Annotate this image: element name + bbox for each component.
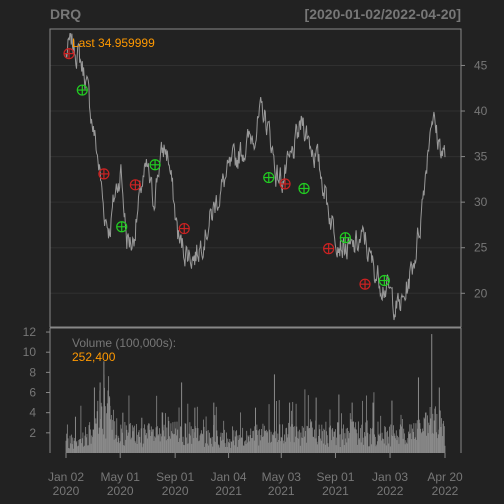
date-tick-label: Jan 03: [372, 470, 408, 484]
chart-date-range: [2020-01-02/2022-04-20]: [305, 6, 461, 22]
price-tick-label: 45: [474, 58, 488, 72]
date-tick-label: May 01: [101, 470, 141, 484]
date-tick-year: 2020: [53, 484, 80, 498]
date-tick-year: 2020: [107, 484, 134, 498]
price-panel: [65, 33, 446, 321]
date-tick-label: Jan 02: [48, 470, 84, 484]
volume-tick-label: 8: [29, 365, 36, 379]
volume-tick-label: 2: [29, 426, 36, 440]
date-tick-year: 2021: [322, 484, 349, 498]
price-tick-label: 40: [474, 104, 488, 118]
last-price-label: Last 34.959999: [72, 36, 155, 50]
price-tick-label: 30: [474, 195, 488, 209]
volume-tick-label: 10: [23, 345, 37, 359]
price-series-line: [65, 33, 446, 321]
date-tick-year: 2021: [268, 484, 295, 498]
date-tick-year: 2022: [377, 484, 404, 498]
signal-marker: [378, 274, 390, 287]
signal-marker: [129, 179, 141, 191]
grid-lines: [50, 64, 461, 294]
signal-marker: [63, 48, 75, 60]
volume-tick-label: 4: [29, 406, 36, 420]
signal-marker: [339, 232, 351, 244]
date-tick-label: May 03: [262, 470, 302, 484]
volume-tick-label: 6: [29, 386, 36, 400]
price-panel-frame: [49, 28, 462, 328]
signal-marker: [323, 243, 335, 255]
date-tick-label: Sep 01: [316, 470, 354, 484]
signal-marker: [263, 171, 275, 184]
price-tick-label: 20: [474, 286, 488, 300]
price-tick-label: 25: [474, 241, 488, 255]
signal-marker: [279, 178, 291, 190]
chart-symbol-title: DRQ: [50, 6, 81, 22]
date-tick-year: 2021: [215, 484, 242, 498]
signal-marker: [98, 168, 110, 180]
signal-marker: [116, 221, 128, 233]
volume-value: 252,400: [72, 350, 116, 364]
signal-marker: [359, 278, 371, 290]
volume-panel: [65, 334, 446, 453]
date-tick-year: 2020: [162, 484, 189, 498]
date-tick-label: Apr 20: [427, 470, 463, 484]
date-tick-label: Jan 04: [211, 470, 247, 484]
signal-marker: [149, 159, 161, 171]
date-tick-year: 2022: [432, 484, 459, 498]
volume-label: Volume (100,000s):: [72, 336, 176, 350]
signal-marker: [178, 222, 190, 235]
date-tick-label: Sep 01: [156, 470, 194, 484]
volume-tick-label: 12: [23, 325, 37, 339]
signal-marker: [298, 182, 310, 195]
signal-marker: [76, 84, 88, 96]
price-tick-label: 35: [474, 150, 488, 164]
signal-markers: [63, 48, 390, 290]
